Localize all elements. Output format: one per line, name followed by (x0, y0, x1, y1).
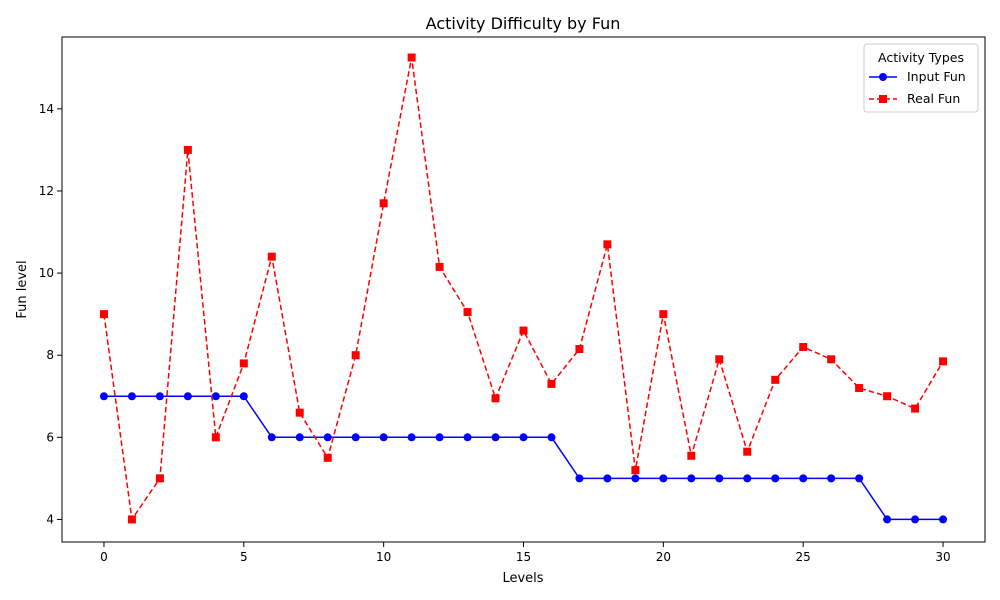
x-tick-label: 5 (240, 550, 248, 564)
data-point-input-fun (519, 433, 528, 442)
data-point-input-fun (883, 515, 892, 524)
data-point-real-fun (911, 404, 920, 413)
data-point-input-fun (435, 433, 444, 442)
legend: Activity Types Input Fun Real Fun (863, 43, 979, 113)
legend-marker-real-fun (879, 95, 887, 103)
data-point-real-fun (547, 379, 556, 388)
data-point-input-fun (659, 474, 668, 483)
data-point-real-fun (211, 433, 220, 442)
data-point-input-fun (827, 474, 836, 483)
y-axis-label: Fun level (15, 260, 30, 318)
legend-title: Activity Types (878, 50, 964, 65)
data-point-input-fun (127, 392, 136, 401)
data-point-real-fun (575, 345, 584, 354)
x-tick-label: 30 (935, 550, 950, 564)
data-point-input-fun (99, 392, 108, 401)
legend-label-real-fun: Real Fun (907, 91, 960, 106)
data-point-input-fun (463, 433, 472, 442)
x-axis-label: Levels (502, 571, 543, 586)
data-point-real-fun (463, 308, 472, 317)
data-point-input-fun (155, 392, 164, 401)
legend-box (863, 43, 979, 113)
data-point-input-fun (743, 474, 752, 483)
data-point-input-fun (799, 474, 808, 483)
data-point-input-fun (267, 433, 276, 442)
y-tick-label: 10 (39, 266, 54, 280)
y-tick-label: 6 (46, 430, 54, 444)
data-point-real-fun (799, 342, 808, 351)
data-point-real-fun (603, 240, 612, 249)
data-point-input-fun (771, 474, 780, 483)
data-point-real-fun (295, 408, 304, 417)
data-point-input-fun (211, 392, 220, 401)
data-point-input-fun (547, 433, 556, 442)
data-point-real-fun (183, 145, 192, 154)
data-point-input-fun (911, 515, 920, 524)
data-point-input-fun (351, 433, 360, 442)
data-point-real-fun (743, 447, 752, 456)
data-point-real-fun (827, 355, 836, 364)
y-tick-label: 4 (46, 512, 54, 526)
data-point-real-fun (659, 310, 668, 319)
data-point-input-fun (239, 392, 248, 401)
data-point-input-fun (715, 474, 724, 483)
data-point-input-fun (603, 474, 612, 483)
data-point-input-fun (295, 433, 304, 442)
legend-marker-input-fun (879, 73, 887, 81)
data-point-input-fun (491, 433, 500, 442)
x-tick-label: 0 (100, 550, 108, 564)
data-point-input-fun (631, 474, 640, 483)
data-point-real-fun (855, 384, 864, 393)
data-point-real-fun (631, 466, 640, 475)
data-point-input-fun (407, 433, 416, 442)
data-point-real-fun (267, 252, 276, 261)
y-tick-label: 12 (39, 184, 54, 198)
data-point-real-fun (883, 392, 892, 401)
data-point-input-fun (687, 474, 696, 483)
data-point-real-fun (939, 357, 948, 366)
data-point-real-fun (491, 394, 500, 403)
data-point-input-fun (855, 474, 864, 483)
data-point-real-fun (351, 351, 360, 360)
x-tick-label: 15 (516, 550, 531, 564)
data-point-real-fun (519, 326, 528, 335)
data-point-input-fun (183, 392, 192, 401)
data-point-input-fun (379, 433, 388, 442)
legend-label-input-fun: Input Fun (907, 69, 966, 84)
data-point-real-fun (239, 359, 248, 368)
chart-title: Activity Difficulty by Fun (426, 14, 621, 33)
x-tick-label: 10 (376, 550, 391, 564)
data-point-real-fun (715, 355, 724, 364)
data-point-real-fun (687, 451, 696, 460)
y-tick-label: 8 (46, 348, 54, 362)
data-point-input-fun (323, 433, 332, 442)
data-point-real-fun (435, 262, 444, 271)
data-point-real-fun (155, 474, 164, 483)
data-point-input-fun (939, 515, 948, 524)
x-tick-label: 25 (796, 550, 811, 564)
x-tick-label: 20 (656, 550, 671, 564)
data-point-real-fun (323, 453, 332, 462)
data-point-real-fun (379, 199, 388, 208)
y-tick-label: 14 (39, 102, 54, 116)
data-point-real-fun (99, 310, 108, 319)
data-point-input-fun (575, 474, 584, 483)
data-point-real-fun (407, 53, 416, 62)
data-point-real-fun (771, 375, 780, 384)
data-point-real-fun (127, 515, 136, 524)
